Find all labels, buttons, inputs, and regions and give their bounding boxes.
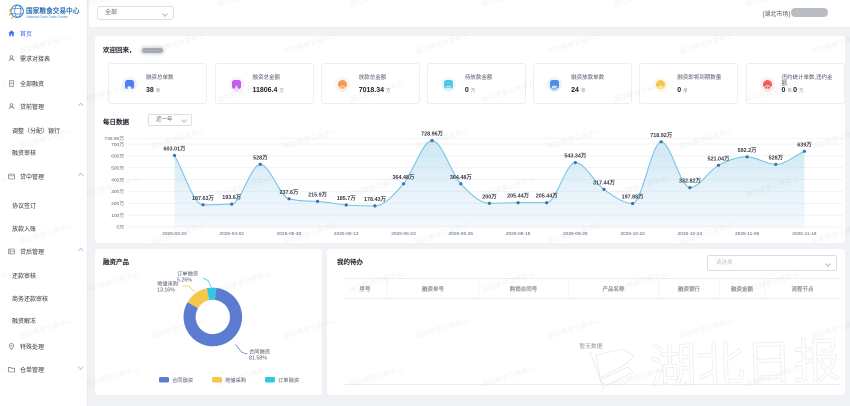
svg-text:700万: 700万 <box>111 142 124 148</box>
svg-text:National Grain Trade Center: National Grain Trade Center <box>27 15 69 19</box>
svg-text:592.2万: 592.2万 <box>738 147 757 154</box>
svg-text:718.92万: 718.92万 <box>650 132 672 139</box>
svg-text:2025-04-02: 2025-04-02 <box>219 231 244 237</box>
svg-text:2025-06-23: 2025-06-23 <box>391 231 416 237</box>
svg-text:178.43万: 178.43万 <box>364 196 386 203</box>
svg-text:600万: 600万 <box>111 154 124 160</box>
svg-text:300万: 300万 <box>111 189 124 195</box>
svg-text:0万: 0万 <box>117 225 125 231</box>
svg-text:2025-06-25: 2025-06-25 <box>449 231 474 237</box>
svg-text:205.44万: 205.44万 <box>536 193 558 200</box>
svg-text:317.44万: 317.44万 <box>593 179 615 186</box>
svg-text:2025-08-18: 2025-08-18 <box>506 231 531 237</box>
svg-text:订单融资: 订单融资 <box>177 270 199 278</box>
svg-text:500万: 500万 <box>111 166 124 172</box>
svg-text:81.58%: 81.58% <box>249 356 267 362</box>
svg-text:100万: 100万 <box>111 213 124 219</box>
svg-text:364.48万: 364.48万 <box>393 174 415 181</box>
svg-text:2025-10-22: 2025-10-22 <box>620 231 645 237</box>
svg-text:2025-03-20: 2025-03-20 <box>162 231 187 237</box>
svg-text:187.63万: 187.63万 <box>192 195 214 202</box>
svg-text:200万: 200万 <box>111 201 124 207</box>
svg-text:728.96万: 728.96万 <box>421 131 443 138</box>
svg-text:205.44万: 205.44万 <box>507 193 529 200</box>
svg-text:215.9万: 215.9万 <box>308 191 327 198</box>
svg-text:528万: 528万 <box>769 154 784 161</box>
svg-text:197.88万: 197.88万 <box>622 194 644 201</box>
svg-text:2025-09-25: 2025-09-25 <box>563 231 588 237</box>
svg-text:528万: 528万 <box>253 154 268 161</box>
svg-text:合同融资: 合同融资 <box>249 348 271 356</box>
svg-text:193.6万: 193.6万 <box>222 194 241 201</box>
svg-text:364.48万: 364.48万 <box>450 174 472 181</box>
svg-text:2025-11-06: 2025-11-06 <box>735 231 760 237</box>
svg-text:185.7万: 185.7万 <box>337 195 356 202</box>
svg-text:国家粮食交易中心: 国家粮食交易中心 <box>26 6 80 15</box>
svg-text:5.26%: 5.26% <box>177 278 192 284</box>
svg-text:237.6万: 237.6万 <box>280 189 299 196</box>
svg-text:603.01万: 603.01万 <box>164 146 186 153</box>
svg-text:2025-06-13: 2025-06-13 <box>334 231 359 237</box>
svg-text:639万: 639万 <box>797 141 812 148</box>
svg-text:200万: 200万 <box>482 193 497 200</box>
svg-text:2025-11-18: 2025-11-18 <box>792 231 817 237</box>
svg-text:13.16%: 13.16% <box>157 288 175 294</box>
svg-text:521.04万: 521.04万 <box>708 155 730 162</box>
svg-text:合同融资: 合同融资 <box>172 376 194 384</box>
svg-text:748.96万: 748.96万 <box>105 136 125 142</box>
svg-text:2025-05-30: 2025-05-30 <box>277 231 302 237</box>
svg-text:地储采购: 地储采购 <box>157 280 178 288</box>
svg-text:543.34万: 543.34万 <box>564 153 586 160</box>
svg-text:2025-10-24: 2025-10-24 <box>678 231 703 237</box>
svg-text:332.82万: 332.82万 <box>679 178 701 185</box>
svg-text:订单融资: 订单融资 <box>278 376 300 384</box>
svg-text:400万: 400万 <box>111 177 124 183</box>
svg-text:地储采购: 地储采购 <box>225 376 246 384</box>
